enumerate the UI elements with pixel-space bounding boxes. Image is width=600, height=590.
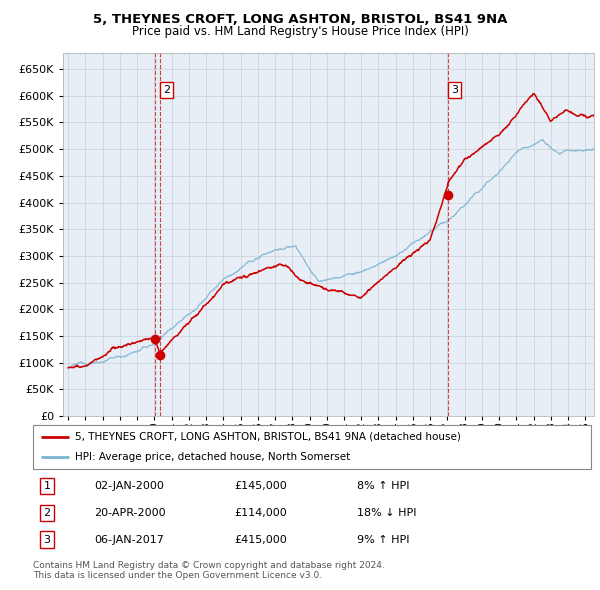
- Text: 06-JAN-2017: 06-JAN-2017: [94, 535, 164, 545]
- Text: 9% ↑ HPI: 9% ↑ HPI: [356, 535, 409, 545]
- Text: Price paid vs. HM Land Registry's House Price Index (HPI): Price paid vs. HM Land Registry's House …: [131, 25, 469, 38]
- Text: 18% ↓ HPI: 18% ↓ HPI: [356, 508, 416, 517]
- Text: 2: 2: [43, 508, 50, 517]
- Text: 20-APR-2000: 20-APR-2000: [94, 508, 166, 517]
- Text: 02-JAN-2000: 02-JAN-2000: [94, 481, 164, 491]
- Text: 2: 2: [163, 85, 170, 95]
- Text: 1: 1: [43, 481, 50, 491]
- Text: 5, THEYNES CROFT, LONG ASHTON, BRISTOL, BS41 9NA: 5, THEYNES CROFT, LONG ASHTON, BRISTOL, …: [93, 13, 507, 26]
- Text: 3: 3: [451, 85, 458, 95]
- Text: 8% ↑ HPI: 8% ↑ HPI: [356, 481, 409, 491]
- Text: 3: 3: [43, 535, 50, 545]
- Text: £145,000: £145,000: [234, 481, 287, 491]
- Text: £415,000: £415,000: [234, 535, 287, 545]
- Text: HPI: Average price, detached house, North Somerset: HPI: Average price, detached house, Nort…: [75, 452, 350, 462]
- Text: £114,000: £114,000: [234, 508, 287, 517]
- Text: Contains HM Land Registry data © Crown copyright and database right 2024.: Contains HM Land Registry data © Crown c…: [33, 560, 385, 569]
- Text: This data is licensed under the Open Government Licence v3.0.: This data is licensed under the Open Gov…: [33, 571, 322, 579]
- FancyBboxPatch shape: [33, 425, 591, 469]
- Text: 5, THEYNES CROFT, LONG ASHTON, BRISTOL, BS41 9NA (detached house): 5, THEYNES CROFT, LONG ASHTON, BRISTOL, …: [75, 432, 461, 442]
